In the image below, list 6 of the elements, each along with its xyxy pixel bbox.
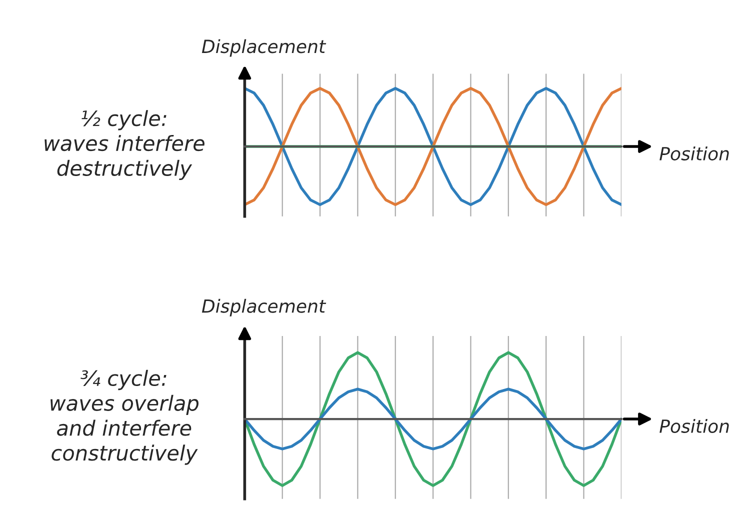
text: ½ cycle: waves interfere destructively	[44, 110, 204, 180]
y-axis-title: Displacement	[202, 298, 326, 316]
x-axis-title: Position	[660, 419, 729, 434]
y-axis-title: Displacement	[202, 39, 326, 57]
x-axis-title: Position	[660, 146, 729, 160]
text: ¾ cycle: waves overlap and interfere constructively	[50, 370, 199, 465]
